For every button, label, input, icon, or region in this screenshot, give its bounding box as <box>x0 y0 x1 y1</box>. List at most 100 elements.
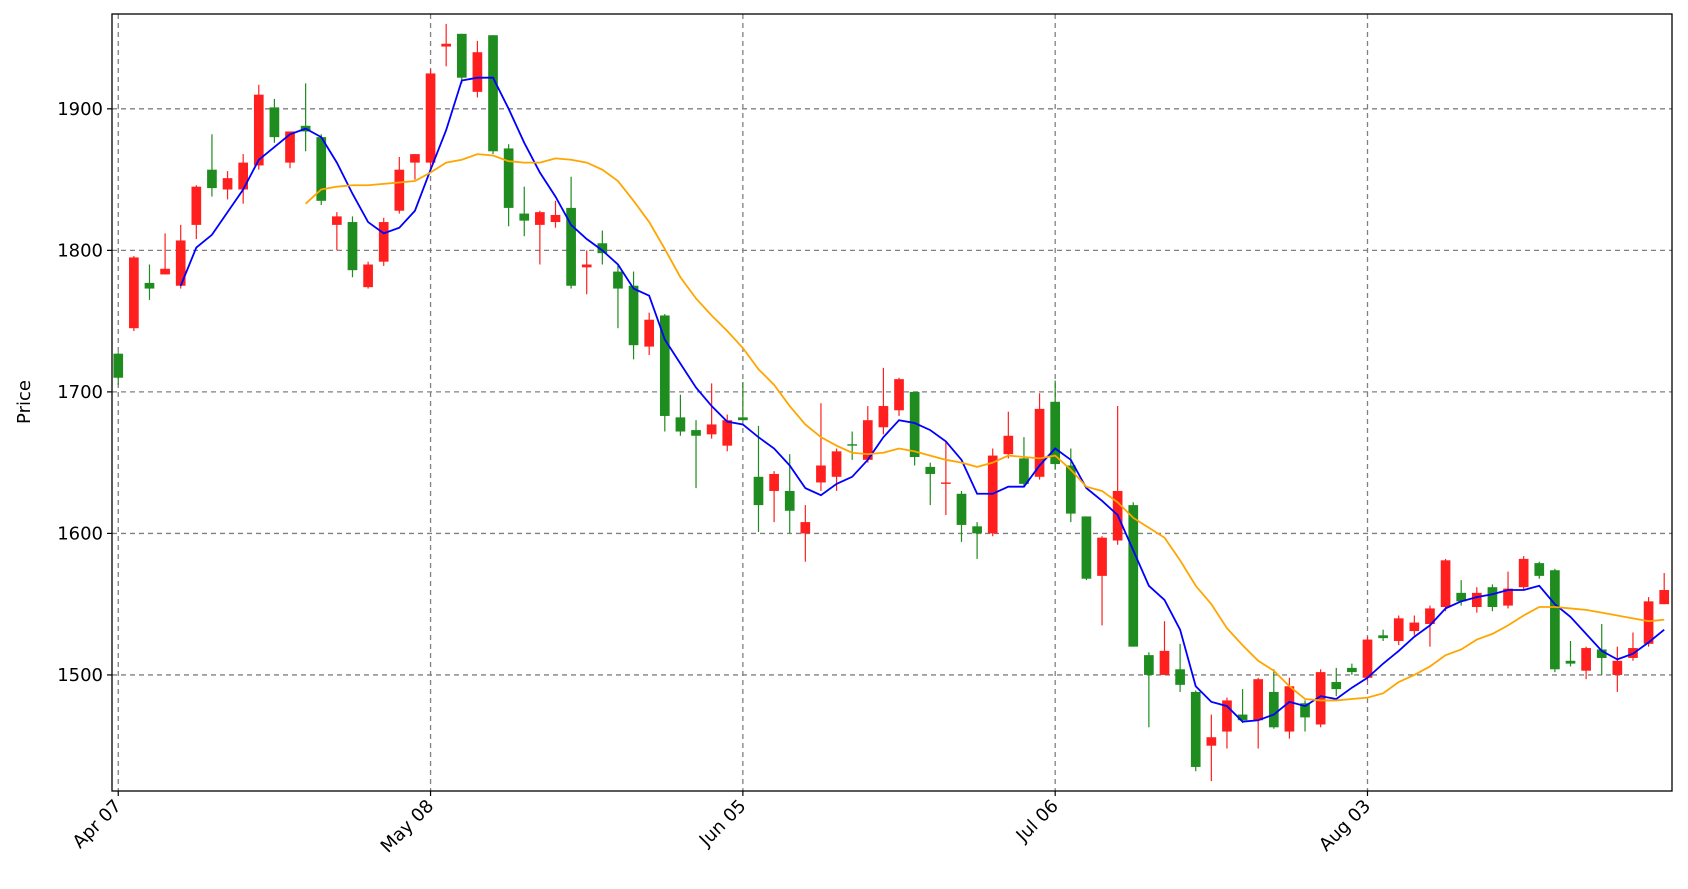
candle-body <box>363 264 373 288</box>
candle-body <box>1643 601 1654 644</box>
candle-body <box>613 271 623 289</box>
candle-body <box>1534 563 1545 576</box>
x-tick-label: Jun 05 <box>695 796 751 852</box>
candle-body <box>394 169 405 211</box>
candle-body <box>1050 401 1061 465</box>
candle-body <box>1331 682 1342 690</box>
candle-body <box>831 451 842 477</box>
candle-body <box>1362 639 1373 678</box>
candle-body <box>1659 590 1670 605</box>
plot-frame <box>111 13 1673 792</box>
candle-body <box>644 319 655 347</box>
candle-body <box>706 424 717 435</box>
candle-body <box>1206 737 1217 746</box>
candle-body <box>472 52 483 92</box>
candle-body <box>1081 516 1092 579</box>
candle-body <box>129 257 139 329</box>
candle-body <box>1128 505 1139 647</box>
candle-body <box>113 353 124 378</box>
line-series <box>179 76 1665 723</box>
x-tick-label: Aug 03 <box>1315 796 1375 856</box>
candle-body <box>1409 622 1420 632</box>
candle-body <box>1456 592 1467 602</box>
candle-body <box>738 417 748 421</box>
candle-body <box>1222 700 1232 732</box>
candle-body <box>659 315 670 416</box>
line-series <box>305 153 1665 702</box>
candle-body <box>378 222 389 262</box>
x-tick-label: Apr 07 <box>69 796 126 853</box>
candle-body <box>269 107 280 138</box>
candle-body <box>628 285 639 346</box>
candle-body <box>1425 608 1435 624</box>
candle-body <box>144 282 155 289</box>
candle-body <box>238 162 249 190</box>
y-axis-label: Price <box>14 380 35 424</box>
y-tick-label: 1700 <box>57 382 103 403</box>
candle-body <box>956 493 967 525</box>
candle-body <box>1471 592 1482 608</box>
candle-body <box>1300 703 1310 718</box>
candle-body <box>160 268 170 275</box>
y-tick-label: 1800 <box>57 240 103 261</box>
candle-body <box>222 178 233 190</box>
candle-body <box>410 154 420 163</box>
candle-body <box>1268 691 1279 728</box>
candle-body <box>909 391 920 457</box>
candle-body <box>488 35 498 152</box>
candle-body <box>503 148 514 208</box>
x-tick-label: Jul 06 <box>1012 796 1063 847</box>
candle-body <box>1612 660 1623 675</box>
candle-body <box>441 43 452 47</box>
candle-body <box>1518 558 1529 588</box>
candle-body <box>1315 672 1326 725</box>
candle-body <box>1487 587 1498 608</box>
candle-body <box>535 212 545 225</box>
candle-body <box>1581 648 1591 671</box>
candle-body <box>753 476 764 506</box>
candle-body <box>1253 679 1264 721</box>
candle-body <box>456 33 467 78</box>
candle-body <box>1393 618 1404 641</box>
candle-body <box>1237 714 1248 721</box>
candle-body <box>769 473 779 491</box>
candle-body <box>691 430 701 436</box>
candle-body <box>675 417 686 432</box>
candle-body <box>207 169 217 189</box>
candle-body <box>1378 635 1388 639</box>
candle-body <box>1503 588 1513 606</box>
candle-body <box>581 264 592 268</box>
candle-body <box>1019 458 1029 484</box>
candle-body <box>316 137 327 201</box>
candle-body <box>1034 408 1045 477</box>
candle-body <box>191 186 202 225</box>
candle-body <box>253 94 264 166</box>
candle-body <box>1440 560 1451 608</box>
candle-body <box>566 207 576 286</box>
candle-body <box>1065 465 1076 514</box>
candle-body <box>425 73 436 163</box>
x-tick-label: May 08 <box>377 796 438 857</box>
candle-body <box>894 379 904 411</box>
candle-body <box>925 466 936 474</box>
candle-body <box>285 131 295 163</box>
candle-body <box>332 216 342 225</box>
candle-body <box>1144 655 1154 675</box>
candle-body <box>1347 667 1357 673</box>
candle-body <box>1550 570 1560 670</box>
candle-body <box>1003 435 1014 455</box>
candle-body <box>784 490 795 511</box>
candle-body <box>175 240 186 286</box>
candle-body <box>597 243 608 254</box>
y-tick-label: 1600 <box>57 523 103 544</box>
candle-body <box>972 526 982 534</box>
candle-body <box>550 214 561 223</box>
candle-body <box>1190 691 1201 767</box>
candle-body <box>800 522 811 534</box>
candle-body <box>1175 669 1185 685</box>
candle-body <box>519 213 530 221</box>
candle-body <box>1565 660 1576 664</box>
candle-body <box>1596 649 1607 658</box>
candle-body <box>1097 537 1107 576</box>
